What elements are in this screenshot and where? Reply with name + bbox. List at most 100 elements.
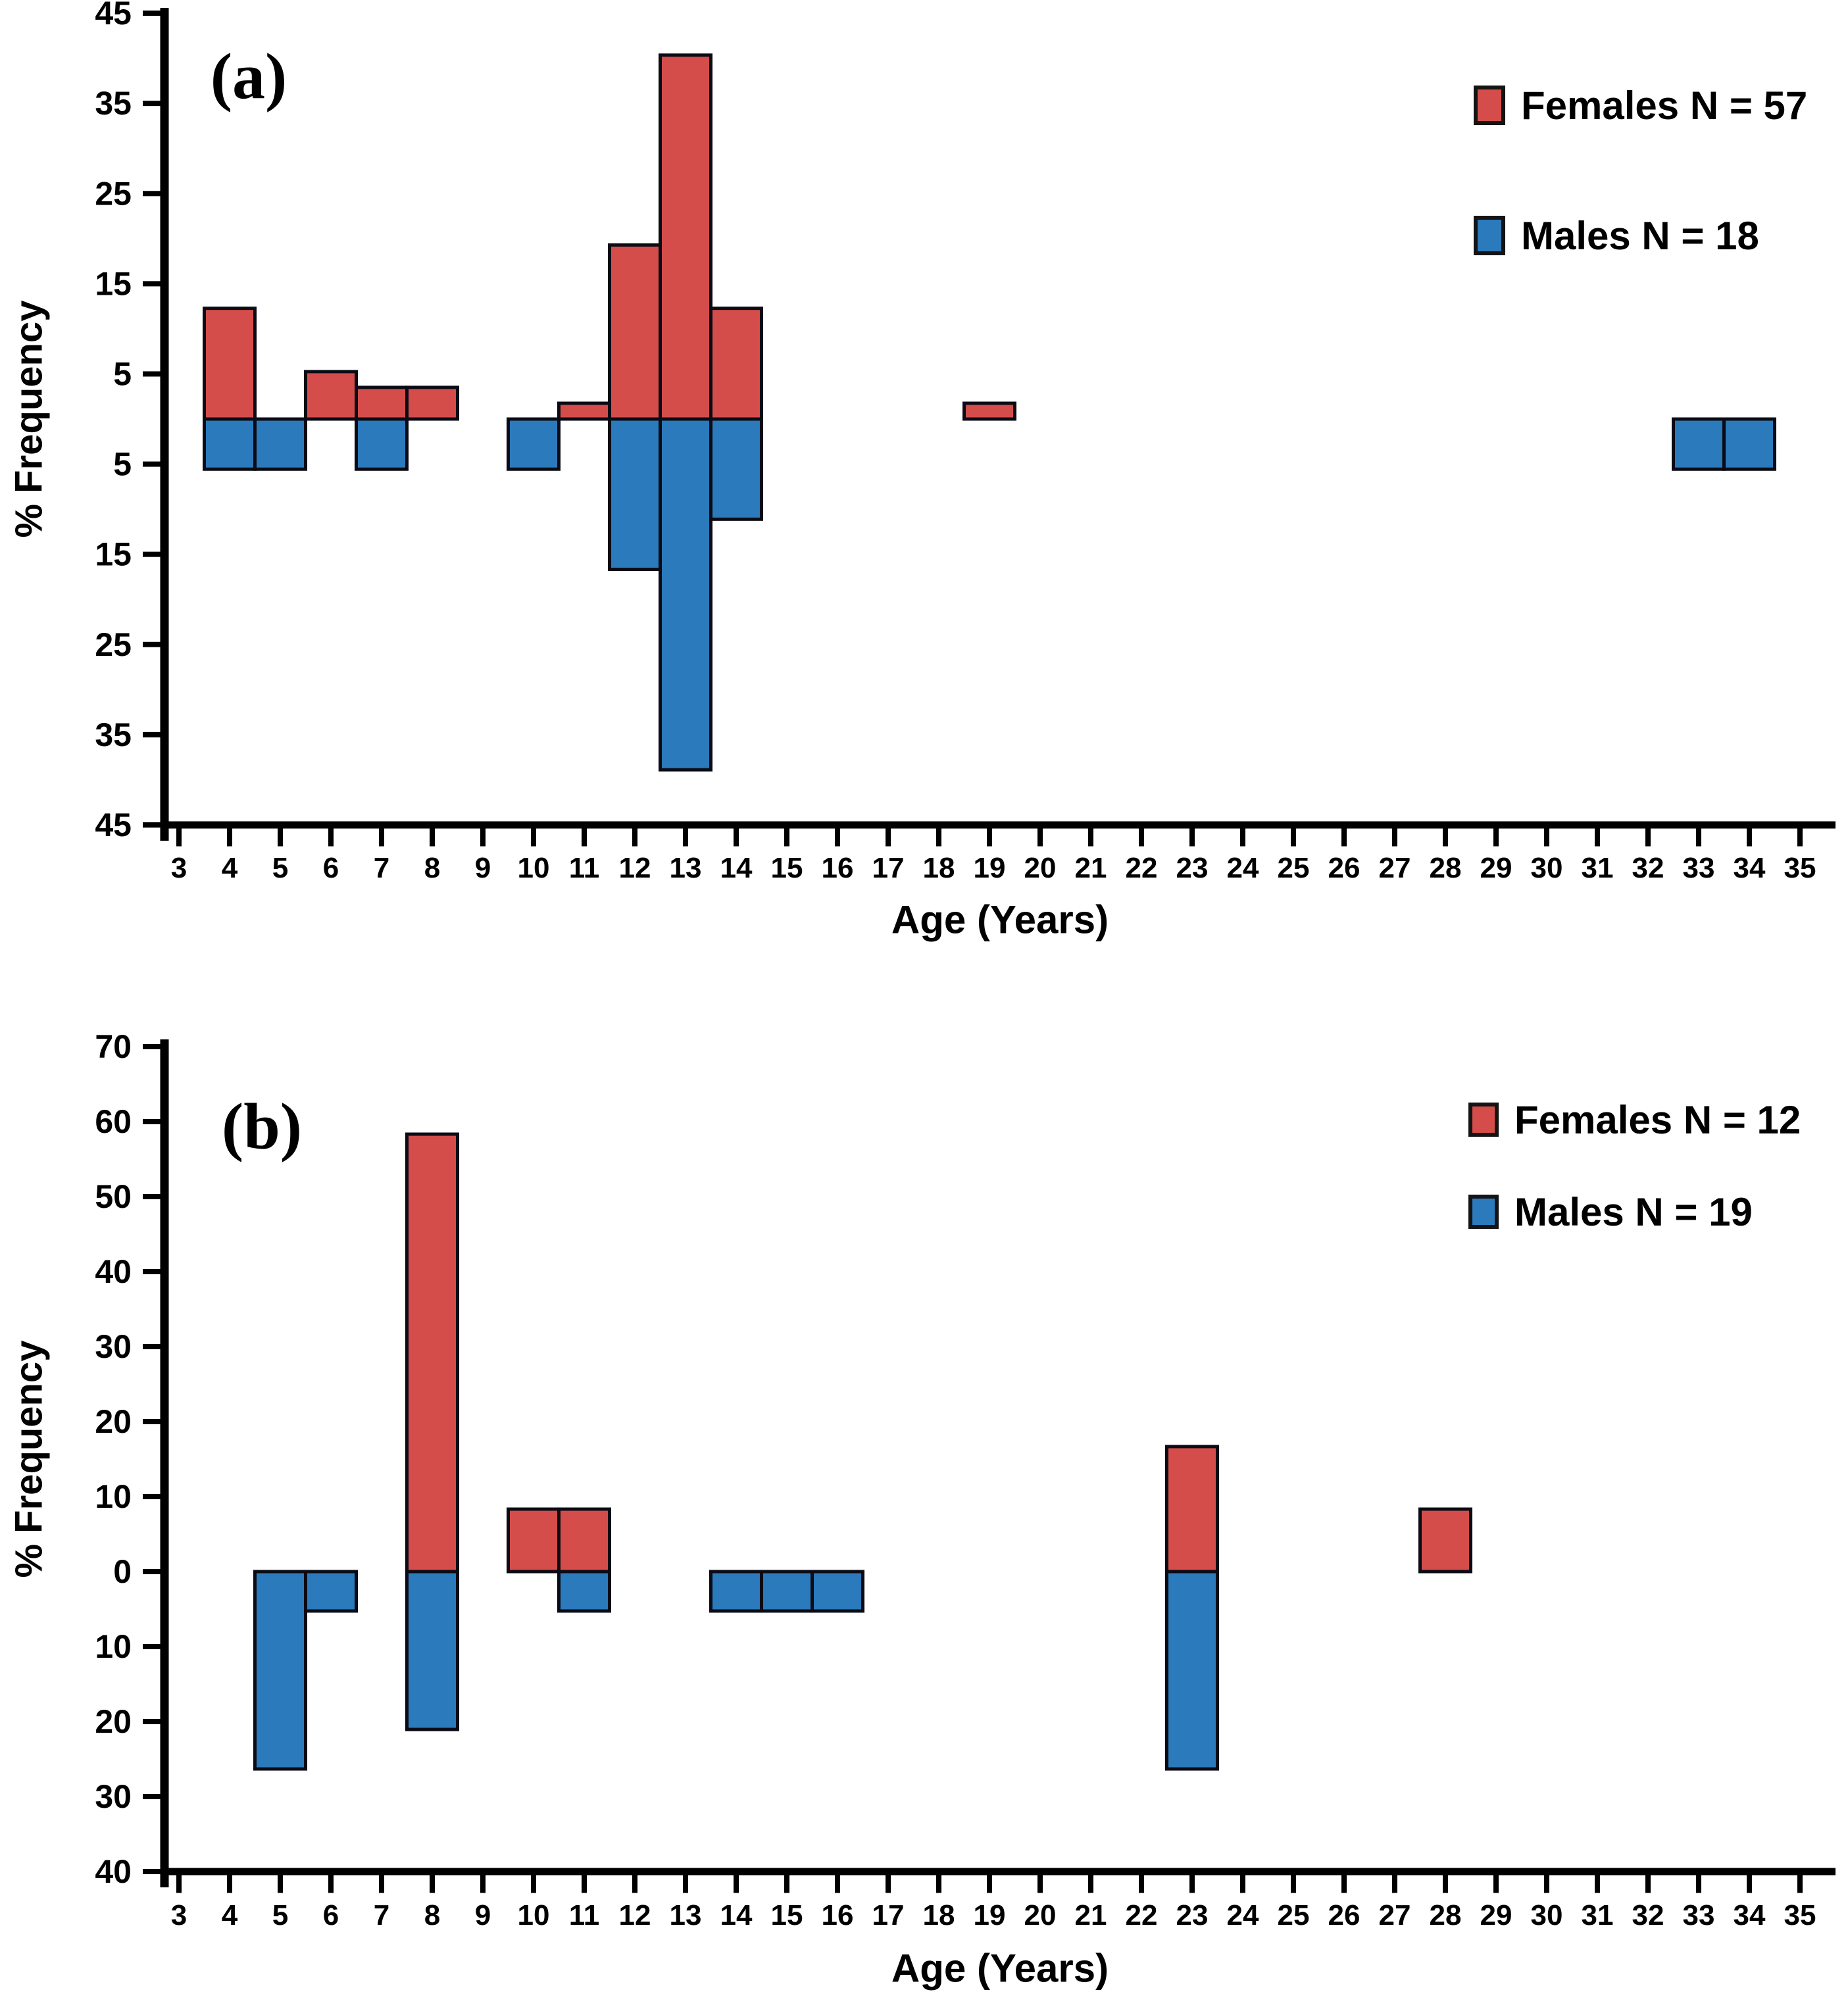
y-tick-a [143,641,161,647]
x-tick-label-a: 30 [1531,852,1563,884]
x-tick-a [278,828,283,847]
x-axis-title-a: Age (Years) [891,897,1109,942]
x-tick-label-a: 20 [1024,852,1057,884]
x-tick-label-a: 21 [1075,852,1107,884]
x-tick-label-a: 3 [171,852,187,884]
x-tick-b [1291,1875,1296,1893]
x-tick-a [1088,828,1093,847]
x-tick-label-b: 14 [720,1899,753,1931]
legend-label-males-b: Males N = 19 [1514,1189,1753,1234]
bar-female-b-age-10 [507,1507,561,1574]
x-tick-label-b: 7 [374,1899,389,1931]
x-tick-a [1139,828,1144,847]
x-tick-label-a: 4 [222,852,238,884]
y-tick-b [143,1419,161,1424]
y-tick-label-b: 30 [95,1778,132,1815]
x-tick-b [734,1875,739,1893]
x-tick-a [1544,828,1549,847]
x-tick-label-b: 4 [222,1899,238,1931]
x-tick-a [1747,828,1752,847]
x-tick-label-a: 32 [1632,852,1664,884]
bar-male-a-age-12 [608,417,662,572]
x-tick-label-a: 12 [619,852,651,884]
x-tick-label-b: 12 [619,1899,651,1931]
y-tick-a [143,281,161,287]
x-tick-a [582,828,587,847]
x-tick-label-a: 22 [1126,852,1158,884]
x-tick-b [1696,1875,1701,1893]
x-tick-a [1595,828,1600,847]
x-tick-label-b: 24 [1227,1899,1259,1931]
x-tick-label-a: 14 [720,852,753,884]
x-tick-label-b: 18 [923,1899,955,1931]
x-tick-label-b: 3 [171,1899,187,1931]
y-tick-a [143,461,161,467]
y-tick-label-a: 15 [95,536,132,573]
x-tick-label-a: 5 [272,852,288,884]
bar-male-a-age-7 [355,417,409,471]
y-axis-line-a [160,8,169,841]
x-tick-b [1037,1875,1043,1893]
x-tick-label-b: 35 [1784,1899,1816,1931]
y-tick-label-b: 70 [95,1028,132,1065]
y-tick-label-b: 10 [95,1478,132,1515]
x-tick-a [176,828,182,847]
x-tick-b [1341,1875,1347,1893]
x-tick-a [1189,828,1195,847]
x-tick-a [835,828,840,847]
x-tick-a [379,828,384,847]
legend-swatch-females-icon [1474,86,1505,125]
y-tick-label-a: 45 [95,0,132,32]
y-tick-label-a: 25 [95,175,132,212]
bar-male-a-age-5 [253,417,307,471]
x-tick-label-a: 9 [475,852,491,884]
x-tick-a [683,828,688,847]
x-axis-title-b: Age (Years) [891,1946,1109,1991]
y-tick-label-b: 60 [95,1103,132,1140]
x-tick-b [328,1875,334,1893]
bar-female-a-age-12 [608,243,662,421]
x-tick-a [886,828,891,847]
y-tick-b [143,1644,161,1649]
x-tick-label-b: 5 [272,1899,288,1931]
y-tick-a [143,11,161,16]
y-tick-label-a: 35 [95,85,132,122]
y-tick-a [143,551,161,557]
x-tick-label-a: 18 [923,852,955,884]
y-tick-a [143,822,161,828]
x-tick-b [1493,1875,1499,1893]
y-tick-b [143,1344,161,1349]
y-tick-label-a: 15 [95,265,132,302]
x-tick-b [784,1875,789,1893]
x-tick-label-a: 15 [771,852,803,884]
panel-letter-b: (b) [221,1089,303,1163]
y-tick-label-b: 20 [95,1703,132,1740]
y-tick-b [143,1569,161,1574]
x-tick-label-a: 33 [1683,852,1715,884]
x-tick-label-a: 25 [1278,852,1310,884]
x-tick-label-b: 21 [1075,1899,1107,1931]
y-axis-line-b [160,1039,169,1887]
bar-female-b-age-8 [405,1132,459,1574]
x-tick-label-b: 27 [1379,1899,1411,1931]
bar-female-a-age-19 [962,401,1016,421]
y-axis-title-a: % Frequency [7,300,51,538]
x-tick-label-a: 35 [1784,852,1816,884]
x-tick-label-a: 31 [1582,852,1614,884]
x-tick-b [480,1875,486,1893]
x-tick-label-a: 6 [323,852,339,884]
x-tick-b [430,1875,435,1893]
x-tick-a [1493,828,1499,847]
x-tick-label-b: 9 [475,1899,491,1931]
bar-male-a-age-4 [203,417,257,471]
x-tick-label-a: 17 [872,852,905,884]
x-tick-b [632,1875,637,1893]
bar-male-a-age-34 [1722,417,1776,471]
x-tick-label-b: 20 [1024,1899,1057,1931]
x-tick-label-b: 33 [1683,1899,1715,1931]
bar-female-b-age-23 [1165,1445,1219,1574]
panel-letter-a: (a) [210,39,287,113]
x-tick-b [936,1875,941,1893]
x-tick-a [1037,828,1043,847]
x-tick-a [1392,828,1397,847]
